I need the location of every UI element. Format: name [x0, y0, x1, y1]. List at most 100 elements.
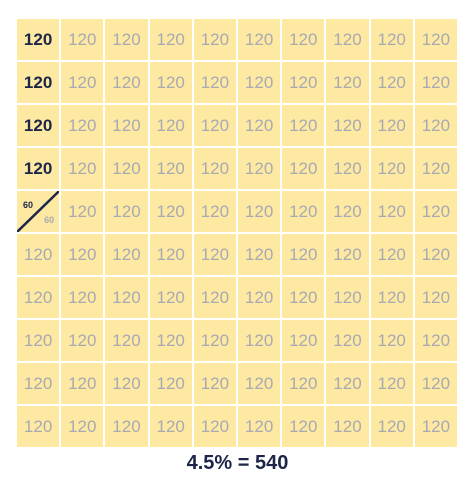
grid-cell: 120 [370, 406, 413, 447]
grid-cell: 120 [149, 234, 192, 275]
grid-cell: 120 [414, 148, 457, 189]
grid-cell: 120 [149, 105, 192, 146]
grid-cell: 120 [370, 62, 413, 103]
grid-cell: 120 [105, 191, 148, 232]
grid-cell: 120 [61, 406, 104, 447]
grid-cell: 120 [61, 277, 104, 318]
grid-cell: 120 [193, 105, 236, 146]
grid-cell: 120 [149, 148, 192, 189]
grid-cell: 120 [282, 148, 325, 189]
grid-cell: 120 [414, 62, 457, 103]
grid-cell: 120 [238, 148, 281, 189]
grid-cell: 120 [17, 234, 60, 275]
grid-cell: 120 [370, 234, 413, 275]
grid-cell: 120 [238, 234, 281, 275]
grid-cell: 120 [326, 191, 369, 232]
grid-cell-highlighted: 120 [17, 148, 60, 189]
grid-cell: 120 [238, 191, 281, 232]
grid-cell: 120 [326, 234, 369, 275]
grid-cell: 120 [370, 148, 413, 189]
grid-cell: 120 [282, 191, 325, 232]
grid-cell: 120 [414, 105, 457, 146]
grid-cell: 120 [414, 320, 457, 361]
grid-cell: 120 [238, 406, 281, 447]
grid-cell: 120 [370, 320, 413, 361]
grid-cell: 120 [326, 277, 369, 318]
grid-cell: 120 [61, 105, 104, 146]
grid-cell: 120 [193, 191, 236, 232]
grid-cell: 120 [149, 320, 192, 361]
grid-cell: 120 [282, 19, 325, 60]
grid-cell: 120 [61, 320, 104, 361]
grid-cell: 120 [370, 105, 413, 146]
grid-cell: 120 [61, 234, 104, 275]
grid-cell: 120 [326, 19, 369, 60]
grid-cell: 120 [193, 320, 236, 361]
grid-cell: 120 [149, 19, 192, 60]
grid-cell: 120 [193, 277, 236, 318]
grid-cell: 120 [414, 234, 457, 275]
grid-cell: 120 [193, 148, 236, 189]
result-caption: 4.5% = 540 [186, 452, 289, 474]
grid-cell: 120 [17, 363, 60, 404]
grid-cell: 120 [414, 406, 457, 447]
grid-cell: 120 [238, 277, 281, 318]
grid-cell: 120 [326, 320, 369, 361]
split-cell-bottom-value: 60 [44, 215, 55, 225]
grid-cell: 120 [282, 363, 325, 404]
grid-cell: 120 [414, 191, 457, 232]
grid-cell: 120 [326, 406, 369, 447]
grid-cell: 120 [105, 234, 148, 275]
grid-cell: 120 [105, 19, 148, 60]
grid-cell: 120 [193, 363, 236, 404]
grid-cell: 120 [149, 277, 192, 318]
grid-cell: 120 [326, 62, 369, 103]
grid-cell: 120 [61, 191, 104, 232]
grid-cell-highlighted: 120 [17, 62, 60, 103]
grid-cell: 120 [370, 19, 413, 60]
grid-cell: 120 [105, 105, 148, 146]
grid-cell: 120 [105, 62, 148, 103]
grid-cell: 120 [414, 19, 457, 60]
grid-cell: 120 [282, 406, 325, 447]
grid-cell: 120 [193, 62, 236, 103]
grid-cell: 120 [17, 406, 60, 447]
grid-cell: 120 [193, 406, 236, 447]
grid-cell: 120 [193, 234, 236, 275]
grid-cell: 120 [105, 277, 148, 318]
grid-cell: 120 [61, 62, 104, 103]
grid-cell: 120 [105, 406, 148, 447]
grid-cell: 120 [282, 105, 325, 146]
grid-cell: 120 [149, 191, 192, 232]
grid-cell: 120 [61, 148, 104, 189]
grid-cell-highlighted: 120 [17, 105, 60, 146]
grid-cell-split: 60 60 [17, 191, 60, 232]
grid-cell: 120 [414, 363, 457, 404]
grid-cell: 120 [370, 363, 413, 404]
grid-cell-highlighted: 120 [17, 19, 60, 60]
grid-cell: 120 [238, 320, 281, 361]
grid-cell: 120 [149, 62, 192, 103]
grid-cell: 120 [238, 363, 281, 404]
grid-cell: 120 [61, 19, 104, 60]
grid-cell: 120 [105, 363, 148, 404]
grid-cell: 120 [414, 277, 457, 318]
grid-cell: 120 [105, 148, 148, 189]
percentage-grid: 120 120 120 120 120 120 120 120 120 120 … [17, 19, 457, 447]
grid-cell: 120 [61, 363, 104, 404]
grid-cell: 120 [282, 277, 325, 318]
grid-cell: 120 [282, 62, 325, 103]
grid-cell: 120 [326, 148, 369, 189]
grid-cell: 120 [238, 62, 281, 103]
grid-cell: 120 [193, 19, 236, 60]
grid-cell: 120 [370, 277, 413, 318]
grid-cell: 120 [238, 105, 281, 146]
grid-cell: 120 [326, 363, 369, 404]
grid-cell: 120 [17, 277, 60, 318]
grid-cell: 120 [17, 320, 60, 361]
grid-cell: 120 [238, 19, 281, 60]
split-cell-top-value: 60 [23, 200, 34, 210]
grid-cell: 120 [149, 363, 192, 404]
grid-cell: 120 [105, 320, 148, 361]
grid-cell: 120 [370, 191, 413, 232]
